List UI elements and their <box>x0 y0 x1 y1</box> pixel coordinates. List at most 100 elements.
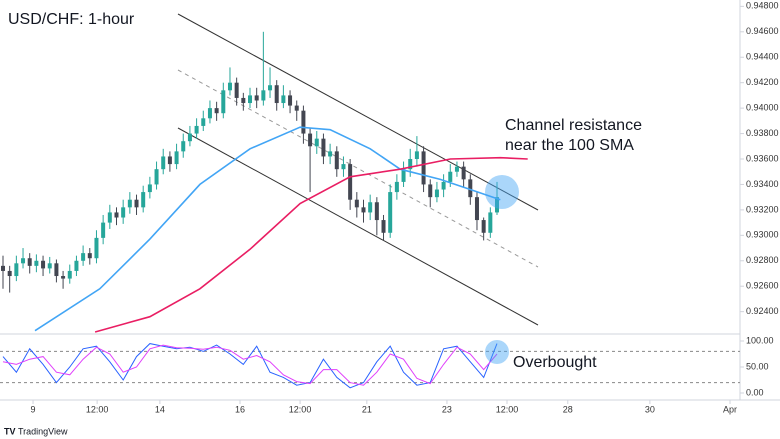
candle-body <box>87 253 92 259</box>
candle-body <box>461 166 466 180</box>
candle-body <box>288 95 293 106</box>
channel-lower <box>177 127 539 326</box>
candle-body <box>274 85 279 104</box>
oscillator-line <box>2 343 498 389</box>
x-tick-label: 23 <box>442 404 452 414</box>
moving-average <box>34 126 501 332</box>
candle-body <box>174 151 179 165</box>
candle-body <box>434 189 439 198</box>
candle-body <box>147 184 152 193</box>
y-tick-label: 100.00 <box>746 335 774 345</box>
x-tick-label: 16 <box>235 404 245 414</box>
candle-body <box>21 258 26 264</box>
moving-average <box>94 156 528 333</box>
candle-body <box>488 212 493 233</box>
candle-body <box>261 90 266 101</box>
candle-body <box>248 95 253 104</box>
candle-body <box>47 263 52 269</box>
candle-body <box>167 156 172 165</box>
candle-body <box>121 207 126 218</box>
y-tick-label: 0.94800 <box>746 1 779 11</box>
candle-body <box>441 181 446 190</box>
candle-body <box>368 202 373 213</box>
x-tick-label: 12:00 <box>289 404 312 414</box>
x-tick-label: 14 <box>155 404 165 414</box>
source: TradingView <box>18 426 68 436</box>
candle-body <box>234 82 239 98</box>
candle-body <box>448 171 453 182</box>
candle-body <box>308 133 313 147</box>
x-tick-label: 12:00 <box>86 404 109 414</box>
candle-body <box>414 151 419 160</box>
candle-body <box>495 197 500 213</box>
candle-body <box>141 192 146 208</box>
candle-body <box>241 97 246 104</box>
candle-body <box>408 159 413 170</box>
candle-body <box>41 260 46 269</box>
candle-body <box>227 82 232 91</box>
candle-body <box>454 166 459 172</box>
candle-body <box>221 90 226 114</box>
y-tick-label: 0.94000 <box>746 102 779 112</box>
candle-body <box>421 151 426 185</box>
y-tick-label: 0.93000 <box>746 230 779 240</box>
x-tick-label: 30 <box>645 404 655 414</box>
candle-body <box>474 197 479 221</box>
stochastic-pane: 100.00 50.00 0.00 <box>0 335 774 397</box>
candle-body <box>94 237 99 259</box>
candle-body <box>401 169 406 182</box>
y-tick-label: 0.92400 <box>746 306 779 316</box>
candle-body <box>181 141 186 152</box>
y-tick-label: 0.00 <box>746 387 764 397</box>
candle-body <box>354 199 359 208</box>
channel <box>177 13 539 326</box>
x-tick-label: 21 <box>362 404 372 414</box>
candle-body <box>194 125 199 134</box>
candle-body <box>107 212 112 223</box>
candle-body <box>34 260 39 266</box>
y-tick-label: 0.93400 <box>746 179 779 189</box>
candle-body <box>61 276 66 279</box>
candle-body <box>281 95 286 104</box>
annotation: near the 100 SMA <box>505 137 634 154</box>
candle-body <box>314 138 319 147</box>
candle-body <box>254 95 259 101</box>
candle-body <box>334 151 339 170</box>
y-tick-label: 0.92600 <box>746 281 779 291</box>
x-tick-label: 28 <box>563 404 573 414</box>
highlight <box>485 340 509 364</box>
candle-body <box>361 207 366 213</box>
candle-body <box>161 156 166 170</box>
candle-body <box>134 199 139 208</box>
y-tick-label: 0.93200 <box>746 204 779 214</box>
candle-body <box>348 164 353 200</box>
candle-body <box>101 222 106 238</box>
candle-body <box>67 270 72 279</box>
candle-body <box>74 260 79 271</box>
y-tick-label: 0.94400 <box>746 52 779 62</box>
candle-body <box>154 169 159 185</box>
annotation: Overbought <box>513 354 597 371</box>
candle-body <box>114 212 119 218</box>
logo-mark: TV <box>4 426 16 436</box>
x-tick-label: 12:00 <box>496 404 519 414</box>
candle-body <box>294 105 299 111</box>
price-pane: 0.94800 0.94600 0.94400 0.94200 0.94000 0.938… <box>1 1 779 414</box>
y-tick-label: 0.94200 <box>746 77 779 87</box>
chart-title: USD/CHF: 1-hour <box>8 11 135 28</box>
candle-body <box>1 265 6 271</box>
candle-body <box>14 263 19 277</box>
channel-upper <box>177 13 539 211</box>
x-tick-label: 9 <box>31 404 36 414</box>
candle-body <box>214 108 219 114</box>
candle-body <box>468 179 473 198</box>
candle-body <box>301 110 306 134</box>
candle-body <box>481 220 486 233</box>
y-tick-label: 50.00 <box>746 361 769 371</box>
candle-body <box>187 133 192 142</box>
candle-body <box>388 192 393 233</box>
y-tick-label: 0.94600 <box>746 26 779 36</box>
highlight <box>485 175 519 209</box>
candle-body <box>7 270 12 277</box>
candle-body <box>81 253 86 261</box>
